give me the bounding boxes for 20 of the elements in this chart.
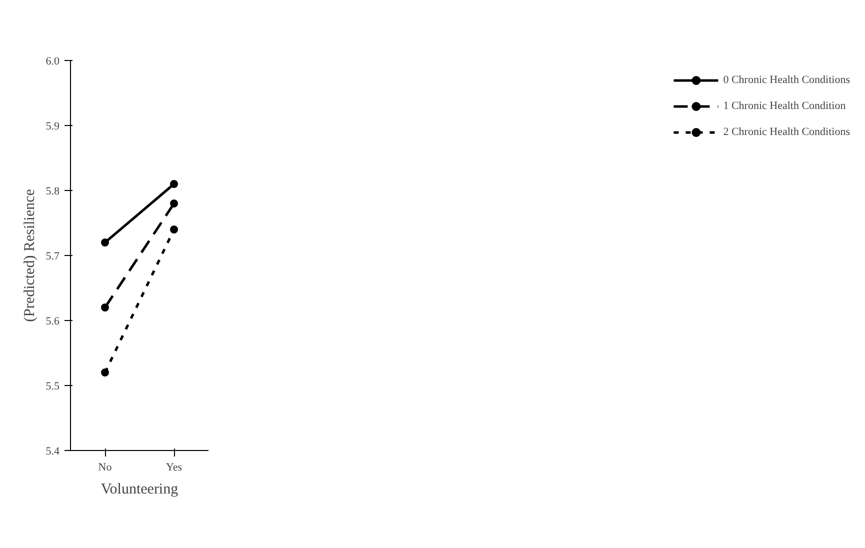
point [170,180,178,188]
y-tick-label: 5.9 [46,120,60,132]
y-tick-label: 5.4 [46,446,60,458]
point [101,304,109,312]
legend-label: 0 Chronic Health Conditions [723,74,850,86]
legend-label: 1 Chronic Health Condition [723,100,846,112]
point [170,226,178,234]
y-tick-label: 5.7 [46,250,60,262]
legend-label: 2 Chronic Health Conditions [723,126,850,138]
x-tick-label: No [98,462,112,474]
x-axis-title: Volunteering [100,482,179,498]
x-tick-label: Yes [166,462,182,474]
point [101,238,109,246]
y-tick-label: 5.5 [46,380,60,392]
point [170,200,178,208]
y-tick-label: 6.0 [46,56,60,68]
y-tick-label: 5.6 [46,316,60,328]
y-tick-label: 5.8 [46,186,60,198]
point [101,368,109,376]
y-axis-title: (Predicted) Resilience [22,188,38,322]
